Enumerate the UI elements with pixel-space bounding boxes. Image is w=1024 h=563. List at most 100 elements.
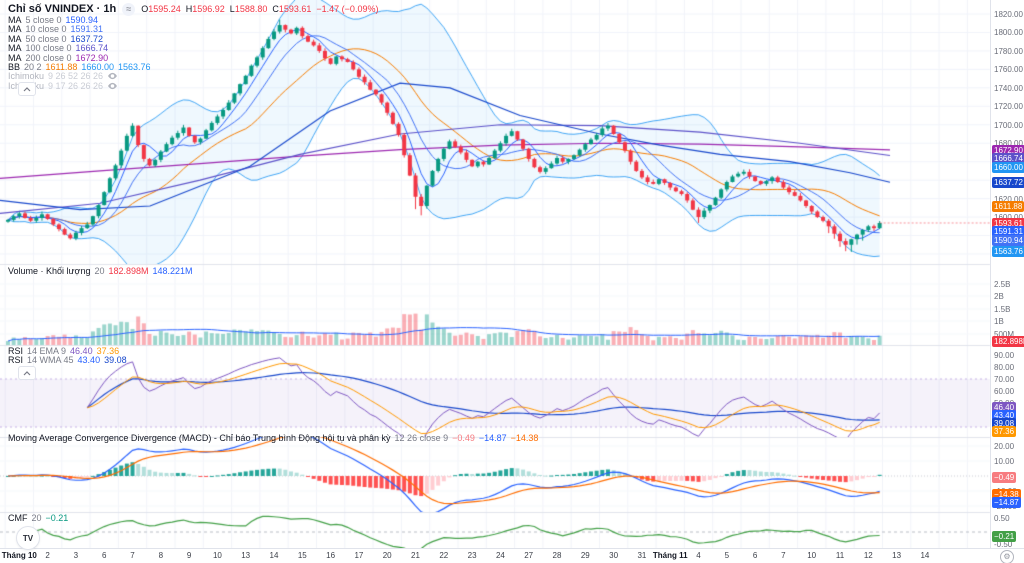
macd-legend[interactable]: Moving Average Convergence Divergence (M… bbox=[8, 433, 538, 443]
time-label-day: 7 bbox=[781, 551, 786, 560]
axis-settings-icon[interactable]: ⚙ bbox=[1000, 550, 1014, 563]
time-label-day: 8 bbox=[158, 551, 164, 560]
time-label-day: 7 bbox=[130, 551, 135, 560]
status-icon[interactable]: ≈ bbox=[122, 3, 136, 16]
indicator-value: 43.40 bbox=[77, 355, 101, 366]
macd-badge: −14.38 bbox=[992, 489, 1021, 500]
indicator-params: 14 EMA 9 bbox=[27, 346, 67, 356]
price-badge: 1593.61 bbox=[992, 217, 1024, 229]
time-label-month: Tháng 10 bbox=[1, 551, 37, 560]
legend-row-bb-5[interactable]: BB 20 2 1611.88 1660.00 1563.76 bbox=[8, 61, 378, 72]
time-label-day: 21 bbox=[411, 551, 420, 560]
volume-param: 20 bbox=[94, 266, 105, 276]
time-label-day: 6 bbox=[101, 551, 107, 560]
price-tick: 1800.00 bbox=[994, 28, 1023, 38]
time-label-month: Tháng 11 bbox=[652, 551, 688, 560]
indicator-params: 9 17 26 26 26 bbox=[48, 80, 104, 91]
macd-hist-value: −0.49 bbox=[452, 433, 475, 443]
legend-collapse-button[interactable] bbox=[18, 82, 36, 96]
time-label-day: 5 bbox=[724, 551, 730, 560]
indicator-name: RSI bbox=[8, 346, 24, 356]
ohlc-row: O1595.24 H1596.92 L1588.80 C1593.61 −1.4… bbox=[141, 4, 379, 14]
indicator-value: 1611.88 bbox=[45, 61, 78, 72]
price-badge: 1666.74 bbox=[992, 153, 1024, 165]
indicator-name: MA bbox=[8, 15, 22, 25]
eye-icon[interactable] bbox=[107, 82, 118, 90]
rsi-legend-row-1[interactable]: RSI 14 WMA 45 43.40 39.08 bbox=[8, 355, 127, 366]
rsi-badge: 37.36 bbox=[992, 426, 1017, 437]
chevron-up-icon bbox=[23, 370, 31, 375]
time-label-day: 6 bbox=[752, 551, 758, 560]
rsi-legend-row-0[interactable]: RSI 14 EMA 9 46.40 37.36 bbox=[8, 346, 127, 356]
legend-row-ma-4[interactable]: MA 200 close 0 1672.90 bbox=[8, 52, 378, 63]
volume-label: Volume · Khối lượng bbox=[8, 266, 91, 276]
volume-tick: 2.5B bbox=[994, 280, 1011, 289]
macd-tick: 10.00 bbox=[994, 457, 1015, 466]
indicator-name: MA bbox=[8, 33, 22, 44]
time-label-day: 14 bbox=[920, 551, 930, 560]
indicator-params: 20 2 bbox=[24, 61, 42, 72]
time-label-day: 23 bbox=[467, 551, 477, 560]
time-label-day: 22 bbox=[439, 551, 449, 560]
volume-value: 182.898M bbox=[108, 266, 149, 276]
indicator-params: 5 close 0 bbox=[25, 15, 62, 25]
price-badge: 1637.72 bbox=[992, 177, 1024, 189]
macd-label: Moving Average Convergence Divergence (M… bbox=[8, 433, 391, 443]
cmf-legend[interactable]: CMF 20 −0.21 bbox=[8, 513, 69, 523]
time-label-day: 9 bbox=[186, 551, 192, 560]
indicator-params: 14 WMA 45 bbox=[27, 355, 74, 366]
indicator-value: 46.40 bbox=[70, 346, 93, 356]
volume-legend[interactable]: Volume · Khối lượng 20 182.898M 148.221M bbox=[8, 266, 193, 276]
cmf-value: −0.21 bbox=[45, 513, 69, 523]
time-label-day: 4 bbox=[696, 551, 701, 560]
volume-badge: 182.898M bbox=[992, 336, 1024, 347]
symbol-title[interactable]: Chỉ số VNINDEX · 1h bbox=[8, 3, 117, 15]
volume-tick: 500M bbox=[994, 330, 1015, 339]
time-label-day: 10 bbox=[807, 551, 817, 560]
indicator-value: 37.36 bbox=[96, 346, 120, 356]
indicator-value: 39.08 bbox=[104, 355, 127, 366]
price-tick: 1700.00 bbox=[994, 120, 1023, 130]
rsi-tick: 70.00 bbox=[994, 375, 1015, 384]
macd-badge: −0.49 bbox=[992, 472, 1017, 483]
volume-ma-value: 148.221M bbox=[152, 266, 193, 276]
legend-row-ma-2[interactable]: MA 50 close 0 1637.72 bbox=[8, 33, 378, 44]
indicator-value: 1672.90 bbox=[75, 52, 109, 63]
price-badge: 1563.76 bbox=[992, 245, 1024, 257]
legend-row-ma-3[interactable]: MA 100 close 0 1666.74 bbox=[8, 43, 378, 54]
indicator-value: 1637.72 bbox=[70, 33, 104, 44]
indicator-name: MA bbox=[8, 24, 22, 35]
eye-icon[interactable] bbox=[107, 72, 118, 80]
macd-line-value: −14.87 bbox=[478, 433, 507, 443]
low-value: 1588.80 bbox=[234, 4, 268, 14]
price-badge: 1660.00 bbox=[992, 161, 1024, 173]
time-axis[interactable]: Tháng 10 2 3 6 7 8 9 10 13 14 15 16 17 20 21 22 23 24 27 28… bbox=[0, 548, 1024, 563]
time-label-day: 14 bbox=[269, 551, 279, 560]
symbol-title-row[interactable]: Chỉ số VNINDEX · 1h ≈ O1595.24 H1596.92 … bbox=[8, 3, 378, 16]
price-tick: 1820.00 bbox=[994, 10, 1023, 19]
cmf-tick: -0.50 bbox=[994, 540, 1013, 549]
legend-row-ma-1[interactable]: MA 10 close 0 1591.31 bbox=[8, 24, 378, 35]
legend-row-ma-0[interactable]: MA 5 close 0 1590.94 bbox=[8, 15, 378, 25]
price-axis[interactable]: 1820.00 1800.00 1780.00 1760.00 1740.00 1720.… bbox=[990, 0, 1024, 549]
indicator-params: 100 close 0 bbox=[25, 43, 72, 54]
volume-tick: 1.5B bbox=[994, 305, 1011, 314]
time-label-day: 27 bbox=[524, 551, 534, 560]
rsi-collapse-button[interactable] bbox=[18, 366, 36, 380]
price-badge: 1591.31 bbox=[992, 226, 1024, 238]
time-label-day: 24 bbox=[495, 551, 505, 560]
indicator-value: 1590.94 bbox=[65, 15, 99, 25]
indicator-name: Ichimoku bbox=[8, 71, 45, 82]
tradingview-logo[interactable]: TV bbox=[16, 526, 40, 550]
open-value: 1595.24 bbox=[148, 4, 181, 14]
legend-row-ichimoku-6[interactable]: Ichimoku 9 26 52 26 26 bbox=[8, 71, 378, 82]
time-label-day: 10 bbox=[212, 551, 222, 560]
price-tick: 1760.00 bbox=[994, 65, 1023, 75]
volume-tick: 1B bbox=[994, 317, 1004, 326]
time-label-day: 2 bbox=[45, 551, 50, 560]
rsi-tick: 90.00 bbox=[994, 351, 1015, 360]
time-label-day: 31 bbox=[637, 551, 647, 560]
price-badge: 1590.94 bbox=[992, 234, 1024, 246]
